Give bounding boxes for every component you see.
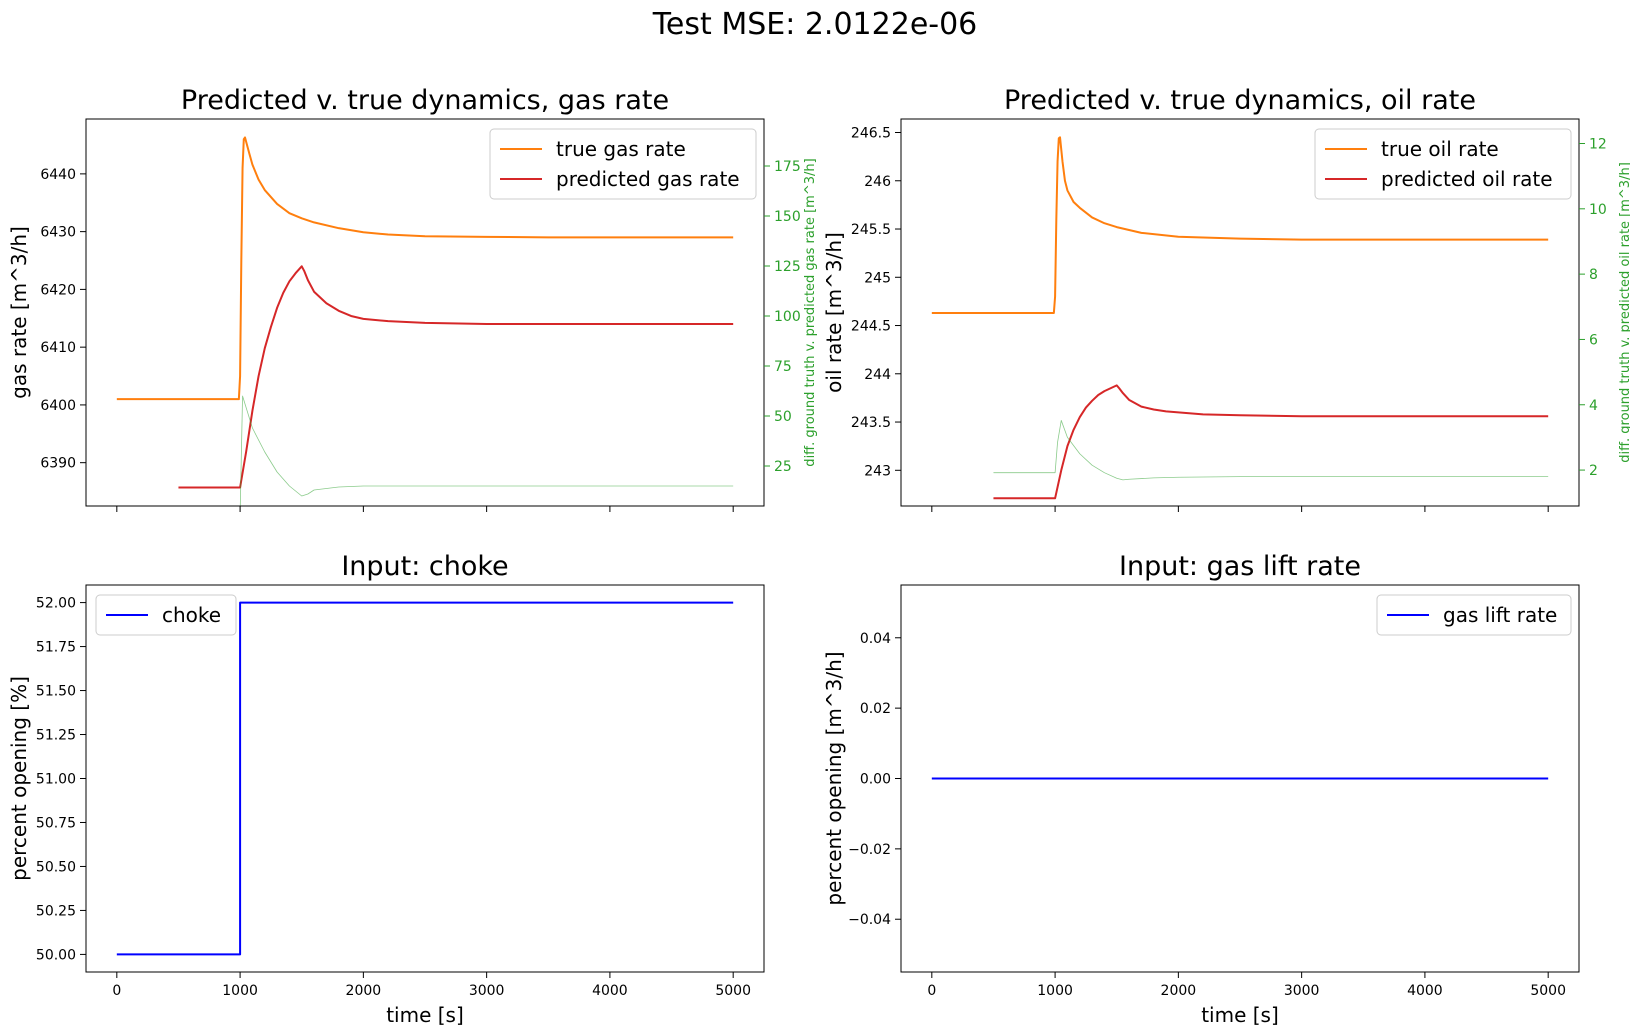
y-tick-label: 0.00 — [860, 772, 891, 788]
x-tick-label: 0 — [112, 983, 121, 999]
chart-panel-3: Input: gas lift rate 0 1000 2000 3000 4000 500… — [822, 551, 1580, 1027]
x-tick-label: 1000 — [1037, 983, 1073, 999]
y-tick-label: 6390 — [40, 456, 76, 472]
y-tick-label: −0.04 — [848, 912, 891, 928]
x-axis-label: time [s] — [386, 1003, 464, 1027]
y-tick-label: 52.00 — [36, 596, 76, 612]
legend-box — [1314, 128, 1572, 200]
legend-label: predicted oil rate — [1381, 167, 1553, 191]
y-right-tick-label: 150 — [774, 209, 801, 225]
series-line-1 — [993, 384, 1549, 500]
y-right-tick-label: 6 — [1589, 332, 1598, 348]
y-right-tick-label: 100 — [774, 309, 801, 325]
y-right-tick-label: 50 — [774, 409, 792, 425]
y-right-axis-label: diff. ground truth v. predicted oil rate… — [1618, 162, 1630, 463]
y-right-tick-label: 12 — [1589, 136, 1607, 152]
chart-panel-2: Input: choke 0 1000 2000 3000 4000 5000 50.00 50… — [7, 551, 765, 1027]
y-right-tick-label: 8 — [1589, 267, 1598, 283]
x-tick-label: 5000 — [1530, 983, 1566, 999]
y-right-tick-label: 2 — [1589, 463, 1598, 479]
y-tick-label: 6430 — [40, 225, 76, 241]
y-tick-label: 51.25 — [36, 728, 76, 744]
y-axis-label: gas rate [m^3/h] — [7, 226, 31, 399]
y-tick-label: 244.5 — [851, 319, 891, 335]
axes-frame — [85, 118, 765, 507]
y-tick-label: 50.25 — [36, 903, 76, 919]
y-right-tick-label: 175 — [774, 159, 801, 175]
y-tick-label: 0.02 — [860, 701, 891, 717]
y-tick-label: 51.00 — [36, 772, 76, 788]
legend-label: true gas rate — [556, 137, 686, 161]
series-line-0 — [931, 136, 1549, 314]
y-right-tick-label: 125 — [774, 259, 801, 275]
x-tick-label: 3000 — [1284, 983, 1320, 999]
y-tick-label: 246 — [864, 174, 891, 190]
series-line-0 — [116, 601, 734, 956]
legend: true oil rate predicted oil rate — [1314, 128, 1572, 200]
y-tick-label: 51.75 — [36, 640, 76, 656]
x-tick-label: 2000 — [1161, 983, 1197, 999]
y-right-tick-label: 4 — [1589, 398, 1598, 414]
axes-frame — [900, 118, 1580, 507]
legend: choke — [95, 594, 237, 636]
y-tick-label: 50.50 — [36, 859, 76, 875]
x-tick-label: 5000 — [715, 983, 751, 999]
y-tick-label: 50.00 — [36, 947, 76, 963]
chart-title: Input: choke — [341, 551, 508, 582]
series-line-0 — [116, 136, 734, 401]
legend-box — [1376, 594, 1572, 636]
y-right-tick-label: 10 — [1589, 202, 1607, 218]
legend-box — [95, 594, 237, 636]
x-tick-label: 4000 — [592, 983, 628, 999]
series-line-2 — [993, 420, 1549, 481]
legend-label: predicted gas rate — [556, 167, 740, 191]
chart-title: Predicted v. true dynamics, gas rate — [181, 85, 669, 116]
x-axis-label: time [s] — [1201, 1003, 1279, 1027]
y-right-tick-label: 75 — [774, 359, 792, 375]
y-tick-label: 245 — [864, 270, 891, 286]
chart-panel-1: Predicted v. true dynamics, oil rate 243 2… — [822, 85, 1630, 512]
legend-label: gas lift rate — [1443, 603, 1557, 627]
chart-title: Input: gas lift rate — [1119, 551, 1361, 582]
y-tick-label: 6410 — [40, 340, 76, 356]
y-tick-label: 243 — [864, 463, 891, 479]
y-right-axis-label: diff. ground truth v. predicted gas rate… — [803, 158, 818, 466]
x-tick-label: 3000 — [469, 983, 505, 999]
y-tick-label: −0.02 — [848, 842, 891, 858]
x-tick-label: 4000 — [1407, 983, 1443, 999]
x-tick-label: 2000 — [346, 983, 382, 999]
y-tick-label: 6440 — [40, 167, 76, 183]
chart-title: Predicted v. true dynamics, oil rate — [1004, 85, 1476, 116]
axes-frame — [85, 584, 765, 973]
chart-panel-0: Predicted v. true dynamics, gas rate 6390… — [7, 85, 818, 512]
legend: gas lift rate — [1376, 594, 1572, 636]
legend-box — [489, 128, 757, 200]
series-line-1 — [178, 265, 734, 489]
legend-label: choke — [162, 603, 221, 627]
y-tick-label: 50.75 — [36, 815, 76, 831]
figure-suptitle: Test MSE: 2.0122e-06 — [652, 7, 978, 42]
y-tick-label: 6420 — [40, 282, 76, 298]
y-tick-label: 243.5 — [851, 415, 891, 431]
y-tick-label: 6400 — [40, 398, 76, 414]
legend-label: true oil rate — [1381, 137, 1499, 161]
y-right-tick-label: 25 — [774, 459, 792, 475]
legend: true gas rate predicted gas rate — [489, 128, 757, 200]
y-tick-label: 0.04 — [860, 631, 891, 647]
y-axis-label: percent opening [%] — [7, 676, 31, 881]
series-line-2 — [239, 395, 734, 506]
y-tick-label: 246.5 — [851, 126, 891, 142]
y-tick-label: 244 — [864, 367, 891, 383]
y-tick-label: 51.50 — [36, 684, 76, 700]
y-axis-label: oil rate [m^3/h] — [822, 232, 846, 393]
y-tick-label: 245.5 — [851, 222, 891, 238]
y-axis-label: percent opening [m^3/h] — [822, 651, 846, 905]
x-tick-label: 0 — [927, 983, 936, 999]
x-tick-label: 1000 — [222, 983, 258, 999]
